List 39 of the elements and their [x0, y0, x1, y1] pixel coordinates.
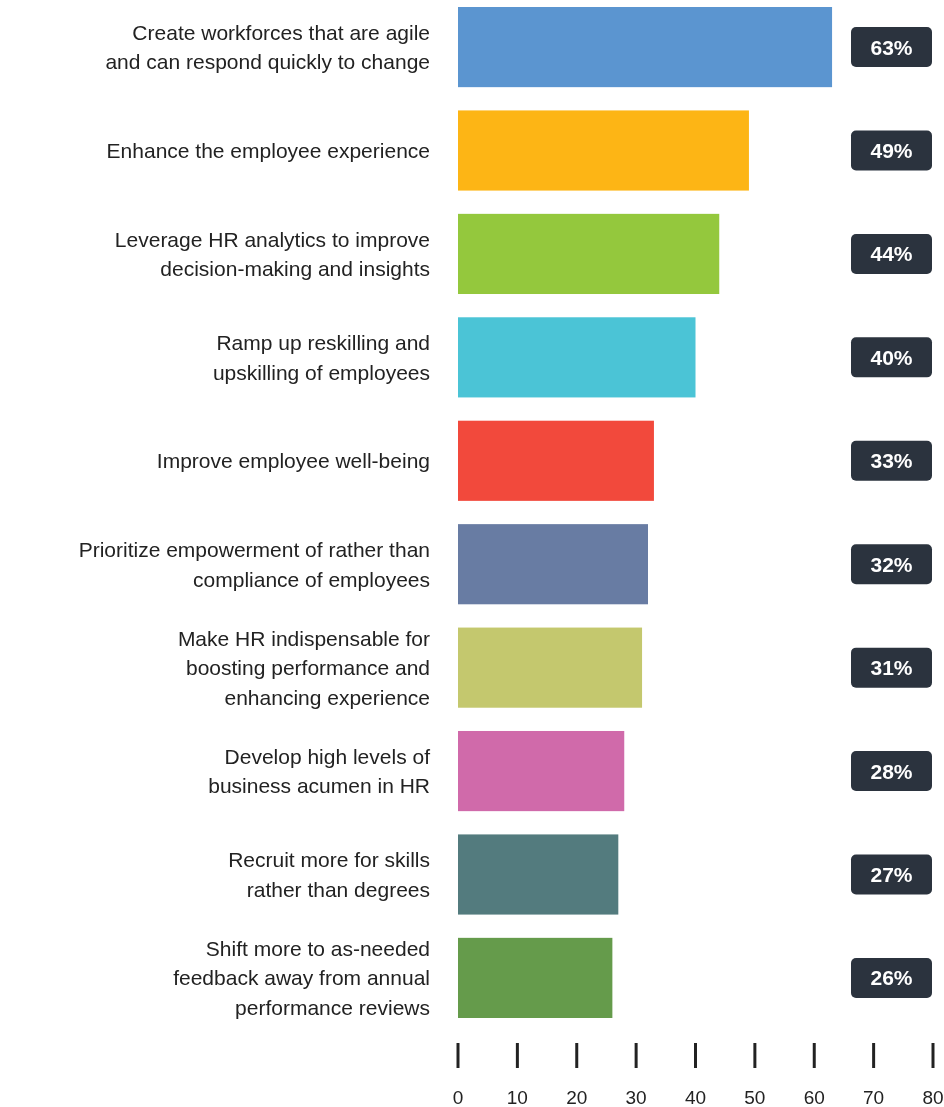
- bar: [458, 317, 696, 398]
- y-tick-label: Recruit more for skills rather than degrees: [228, 848, 430, 901]
- data-label: 27%: [870, 863, 913, 887]
- x-tick-label: 0: [452, 1086, 464, 1107]
- bar: [458, 937, 613, 1018]
- y-tick-label: Create workforces that are agile and can respond quickly to change: [105, 20, 430, 74]
- x-tick-label: 40: [684, 1086, 707, 1107]
- x-tick-label: 80: [922, 1086, 944, 1107]
- bar: [458, 7, 833, 88]
- y-tick-label: Enhance the employee experience: [106, 139, 430, 163]
- x-tick-label: 30: [625, 1086, 647, 1107]
- data-label: 26%: [870, 966, 913, 990]
- x-tick-label: 70: [863, 1086, 885, 1107]
- y-tick-label: Develop high levels of business acumen in HR: [208, 744, 431, 798]
- data-label: 40%: [870, 345, 913, 369]
- bar: [458, 110, 749, 191]
- x-tick-label: 60: [803, 1086, 825, 1107]
- y-tick-label: Prioritize empowerment of rather than compliance of employees: [78, 538, 430, 591]
- y-tick-label: Improve employee well-being: [156, 449, 430, 473]
- data-label: 44%: [870, 242, 913, 266]
- bar: [458, 730, 625, 812]
- bar: [458, 834, 619, 915]
- y-tick-label: Leverage HR analytics to improve decision-making and insights: [114, 227, 430, 281]
- data-label: 28%: [870, 759, 913, 783]
- x-tick-label: 10: [506, 1086, 528, 1107]
- data-label: 32%: [870, 552, 913, 576]
- data-label: 33%: [870, 449, 913, 473]
- bar: [458, 627, 643, 708]
- data-label: 63%: [870, 35, 913, 59]
- data-label: 49%: [870, 139, 913, 163]
- bar: [458, 420, 654, 501]
- x-tick-label: 50: [744, 1086, 766, 1107]
- x-tick-label: 20: [566, 1086, 588, 1107]
- data-label: 31%: [870, 656, 913, 680]
- y-tick-label: Shift more to as-needed feedback away from annual performance reviews: [173, 936, 430, 1019]
- bar: [458, 213, 720, 295]
- y-tick-label: Make HR indispensable for boosting performance and enhancing experience: [177, 626, 430, 709]
- y-tick-label: Ramp up reskilling and upskilling of employees: [212, 331, 430, 384]
- bar: [458, 524, 648, 605]
